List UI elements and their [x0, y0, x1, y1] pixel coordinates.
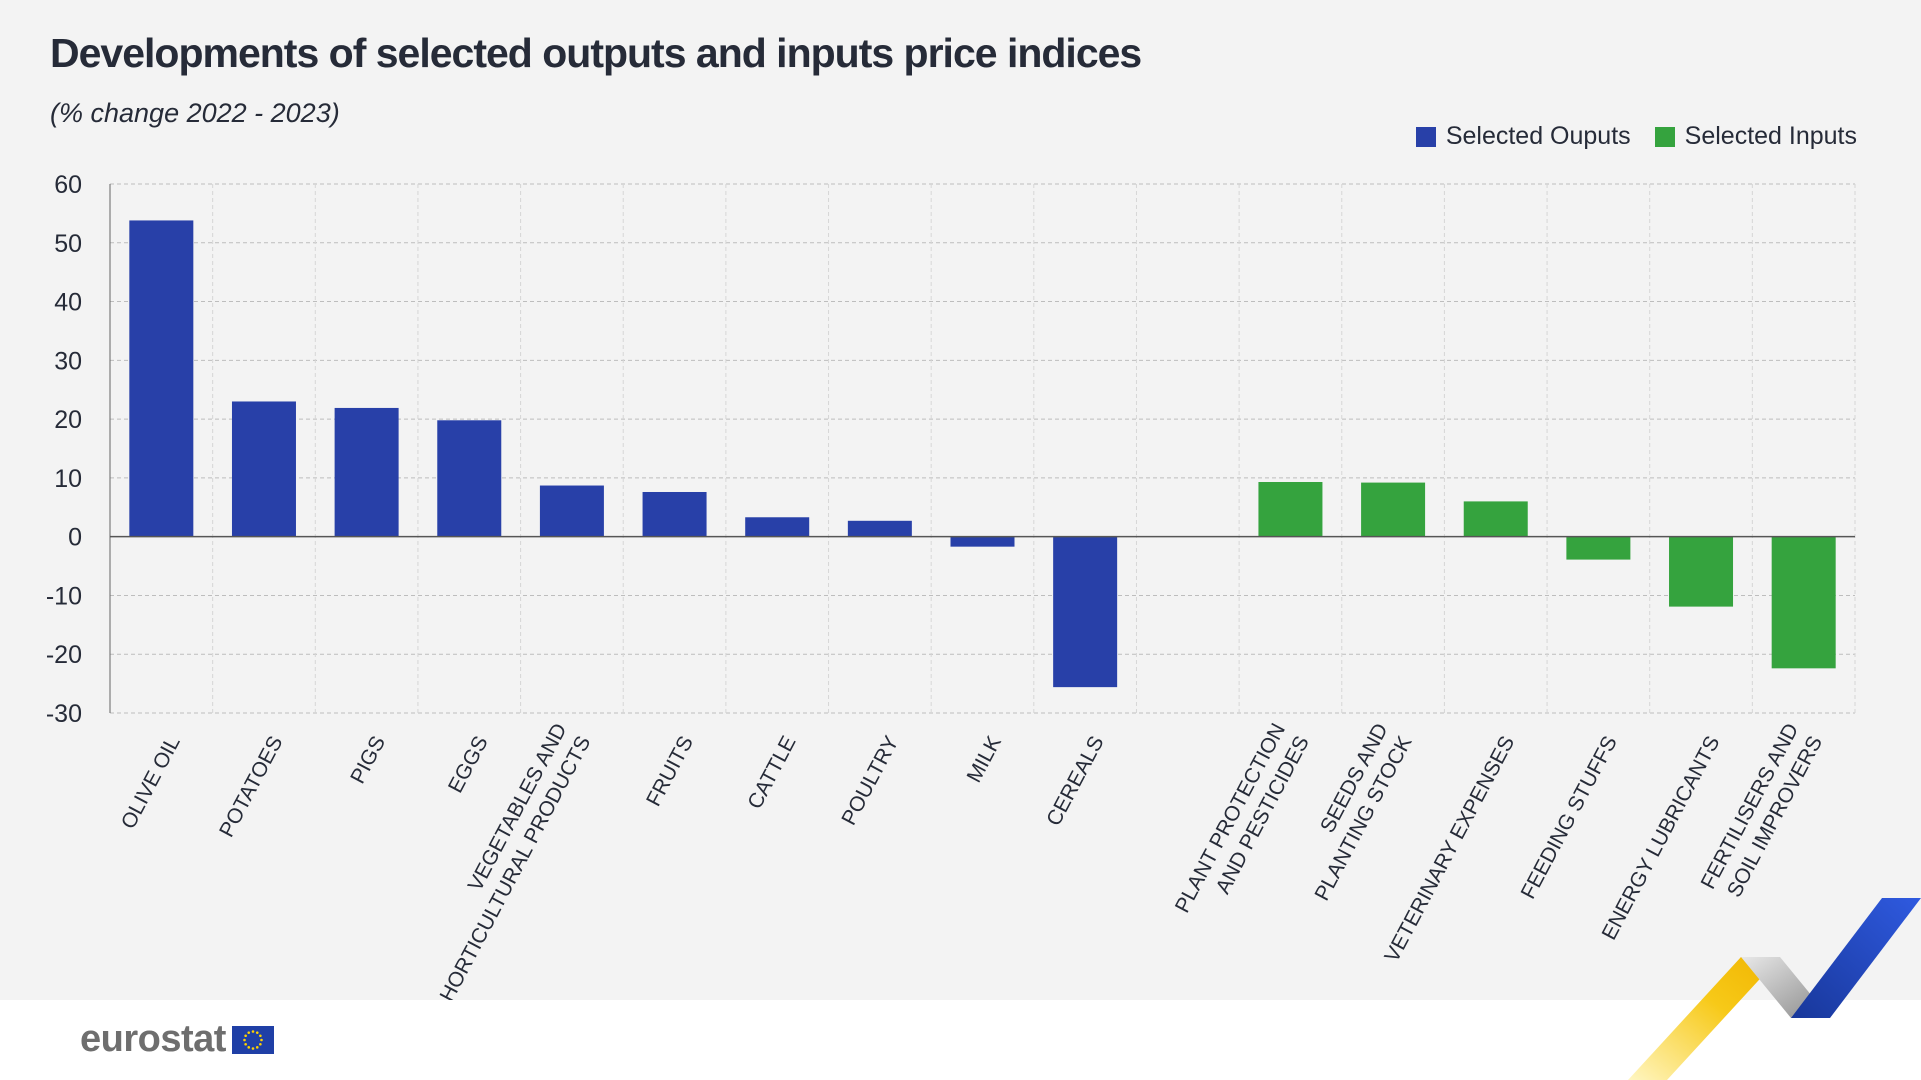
y-tick-label: 20: [54, 406, 82, 434]
legend-swatch-inputs: [1654, 126, 1675, 147]
legend-swatch-outputs: [1415, 126, 1436, 147]
bar-input: [1669, 536, 1734, 607]
legend-label-outputs: Selected Ouputs: [1445, 122, 1631, 150]
y-tick-label: -20: [46, 641, 82, 669]
eu-flag-star: [247, 1030, 250, 1034]
bar-output: [642, 491, 707, 537]
y-tick-label: 60: [54, 171, 82, 199]
eu-flag-star: [251, 1029, 255, 1033]
bar-input: [1258, 482, 1323, 537]
legend-item-inputs[interactable]: Selected Inputs: [1654, 122, 1857, 151]
bar-input: [1566, 536, 1631, 560]
bar-output: [1053, 536, 1118, 688]
eu-flag-star: [255, 1045, 259, 1049]
eurostat-logo[interactable]: eurostat: [80, 1018, 274, 1061]
bar-input: [1361, 482, 1426, 537]
y-tick-label: 0: [68, 524, 82, 552]
y-tick-label: -10: [46, 582, 82, 610]
y-tick-label: -30: [46, 700, 82, 728]
y-tick-label: 10: [54, 465, 82, 493]
bar-output: [437, 420, 502, 537]
legend-label-inputs: Selected Inputs: [1684, 122, 1857, 150]
y-tick-label: 50: [54, 230, 82, 258]
eu-flag-star: [258, 1042, 262, 1046]
chart-title: Developments of selected outputs and inp…: [50, 30, 1142, 76]
bar-input: [1771, 536, 1836, 669]
legend-item-outputs[interactable]: Selected Ouputs: [1415, 122, 1631, 151]
bar-output: [950, 536, 1015, 547]
chart-legend: Selected Ouputs Selected Inputs: [1392, 122, 1857, 151]
chart-panel: [0, 0, 1921, 1000]
eu-flag-star: [244, 1042, 247, 1046]
bar-output: [539, 485, 604, 537]
bar-output: [129, 220, 194, 537]
bar-output: [334, 407, 399, 537]
eu-flag-star: [251, 1046, 255, 1050]
eu-flag-icon: [231, 1025, 274, 1054]
bar-output: [745, 517, 810, 537]
bar-input: [1463, 501, 1528, 537]
eu-flag-star: [255, 1030, 259, 1034]
chart-subtitle: (% change 2022 - 2023): [50, 98, 340, 128]
bar-output: [231, 401, 296, 537]
y-tick-label: 40: [54, 289, 82, 317]
eu-flag-star: [247, 1045, 250, 1049]
eu-flag-star: [258, 1033, 262, 1037]
y-tick-label: 30: [54, 347, 82, 375]
eu-flag-star: [244, 1033, 247, 1037]
bar-output: [847, 520, 912, 537]
eu-flag-star: [260, 1038, 263, 1041]
eu-flag-star: [243, 1038, 246, 1041]
logo-text: eurostat: [80, 1018, 226, 1060]
